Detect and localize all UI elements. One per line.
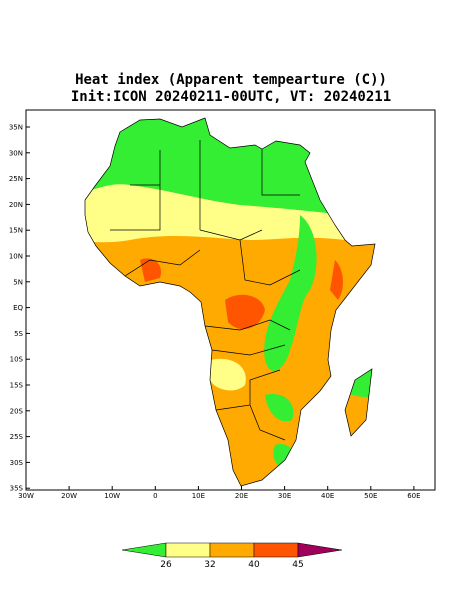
axis-ticks: 35N 30N 25N 20N 15N 10N 5N EQ 5S 10S 15S 20S 25S 30S 3…	[9, 124, 421, 501]
colorbar-label: 32	[204, 560, 215, 570]
colorbar: 26 32 40 45	[121, 542, 343, 570]
lon-label: 60E	[407, 492, 420, 500]
lon-label: 30E	[278, 492, 291, 500]
colorbar-segment	[253, 542, 299, 558]
lat-label: 30N	[9, 149, 23, 157]
lon-label: 40E	[321, 492, 334, 500]
colorbar-segment	[165, 542, 211, 558]
lat-label: 20S	[10, 407, 24, 415]
lat-label: 15N	[9, 227, 23, 235]
lon-label: 20W	[61, 492, 77, 500]
colorbar-label: 45	[292, 560, 303, 570]
colorbar-segment	[209, 542, 255, 558]
lat-label: 15S	[10, 382, 24, 390]
colorbar-label: 40	[248, 560, 260, 570]
lat-label: 25S	[10, 433, 24, 441]
lat-label: 35S	[10, 485, 24, 493]
lat-label: 10S	[10, 356, 24, 364]
lon-label: 30W	[18, 492, 34, 500]
colorbar-segment	[297, 542, 343, 558]
lat-label: 10N	[9, 253, 23, 261]
lat-label: 35N	[9, 124, 23, 132]
lon-label: 10E	[192, 492, 205, 500]
colorbar-label: 26	[160, 560, 172, 570]
lat-label: 30S	[10, 459, 24, 467]
map-title: Heat index (Apparent tempearture (C))	[75, 72, 387, 88]
borders	[84, 117, 376, 487]
lon-label: 20E	[235, 492, 248, 500]
colorbar-segment	[121, 542, 167, 558]
lon-label: 0	[153, 492, 157, 500]
lat-label: 25N	[9, 175, 23, 183]
map-subtitle: Init:ICON 20240211-00UTC, VT: 20240211	[71, 89, 391, 105]
lat-label: 20N	[9, 201, 23, 209]
lat-label: 5S	[14, 330, 23, 338]
lon-label: 50E	[364, 492, 377, 500]
lat-label: EQ	[13, 304, 23, 312]
lat-label: 5N	[13, 278, 23, 286]
lon-label: 10W	[104, 492, 120, 500]
